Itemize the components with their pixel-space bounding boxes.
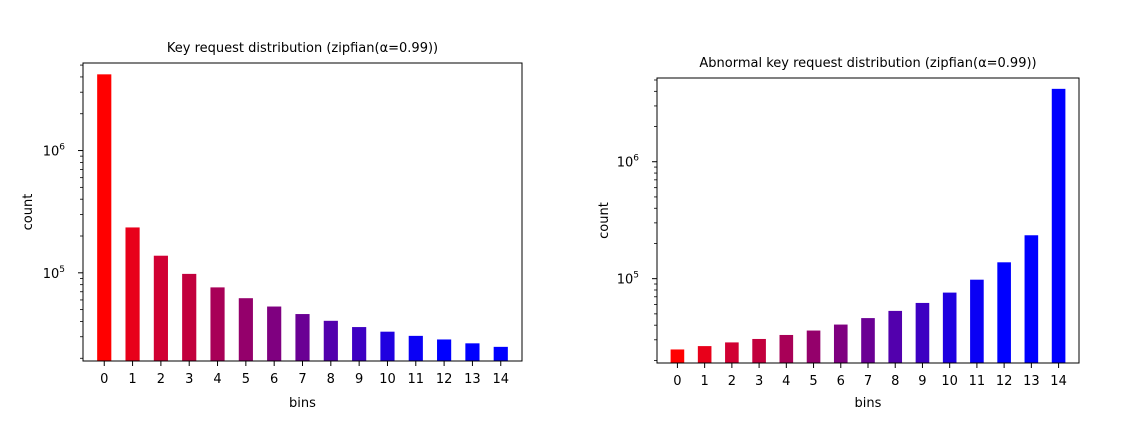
x-axis-label: bins <box>289 396 316 411</box>
x-tick-label: 1 <box>701 374 709 389</box>
bar-9 <box>352 327 367 361</box>
plot-frame <box>656 77 1080 364</box>
bar-4 <box>210 287 225 361</box>
bar-7 <box>295 314 310 361</box>
bar-14 <box>493 346 508 361</box>
x-tick-label: 4 <box>782 374 790 389</box>
bar-4 <box>779 334 794 363</box>
x-tick-label: 3 <box>755 374 763 389</box>
x-tick-label: 1 <box>128 372 136 387</box>
chart-title: Abnormal key request distribution (zipfi… <box>699 56 1036 71</box>
x-tick-label: 4 <box>213 372 221 387</box>
bar-1 <box>697 346 712 363</box>
x-tick-label: 5 <box>809 374 817 389</box>
bar-8 <box>888 310 903 363</box>
x-tick-label: 6 <box>270 372 278 387</box>
x-tick-label: 5 <box>242 372 250 387</box>
x-tick-label: 9 <box>918 374 926 389</box>
x-tick-label: 3 <box>185 372 193 387</box>
x-tick-label: 11 <box>408 372 425 387</box>
y-tick-label: 105 <box>617 271 639 288</box>
x-tick-label: 2 <box>728 374 736 389</box>
x-tick-label: 9 <box>355 372 363 387</box>
bar-13 <box>1024 235 1039 363</box>
plot-frame <box>82 62 523 362</box>
x-tick-label: 2 <box>157 372 165 387</box>
bar-12 <box>437 339 452 361</box>
x-tick-label: 8 <box>891 374 899 389</box>
x-tick-label: 7 <box>298 372 306 387</box>
x-tick-label: 13 <box>464 372 481 387</box>
bar-14 <box>1051 88 1066 364</box>
x-tick-label: 12 <box>996 374 1013 389</box>
chart-1: Key request distribution (zipfian(α=0.99… <box>21 41 523 411</box>
x-tick-label: 6 <box>837 374 845 389</box>
bar-3 <box>752 338 766 363</box>
bar-6 <box>267 306 282 361</box>
bar-11 <box>408 335 423 361</box>
bar-13 <box>465 343 480 361</box>
x-tick-label: 7 <box>864 374 872 389</box>
bar-6 <box>833 324 848 363</box>
x-tick-label: 10 <box>379 372 396 387</box>
bar-0 <box>670 349 685 363</box>
x-tick-label: 0 <box>673 374 681 389</box>
x-tick-label: 13 <box>1023 374 1040 389</box>
x-tick-label: 14 <box>492 372 509 387</box>
x-tick-label: 10 <box>941 374 958 389</box>
y-tick-label: 106 <box>617 154 640 171</box>
x-tick-label: 12 <box>436 372 453 387</box>
bar-10 <box>380 331 395 361</box>
bar-0 <box>97 74 112 361</box>
y-axis-label: count <box>597 202 612 239</box>
bar-12 <box>997 262 1011 363</box>
bar-8 <box>323 320 338 361</box>
bar-9 <box>915 302 930 363</box>
bar-2 <box>725 342 739 363</box>
chart-2: Abnormal key request distribution (zipfi… <box>597 56 1080 411</box>
x-tick-label: 0 <box>100 372 108 387</box>
x-tick-label: 11 <box>969 374 986 389</box>
x-tick-label: 14 <box>1050 374 1067 389</box>
y-tick-label: 105 <box>43 265 65 282</box>
bar-5 <box>238 298 253 361</box>
x-axis-label: bins <box>855 396 882 411</box>
bar-2 <box>153 255 168 361</box>
bar-7 <box>861 318 875 363</box>
y-tick-label: 106 <box>43 143 66 160</box>
bar-3 <box>182 273 197 361</box>
x-tick-label: 8 <box>327 372 335 387</box>
chart-title: Key request distribution (zipfian(α=0.99… <box>167 41 438 56</box>
bar-10 <box>942 292 957 363</box>
bar-11 <box>970 279 984 363</box>
y-axis-label: count <box>21 194 36 231</box>
bar-1 <box>125 227 140 361</box>
bar-5 <box>806 330 821 363</box>
